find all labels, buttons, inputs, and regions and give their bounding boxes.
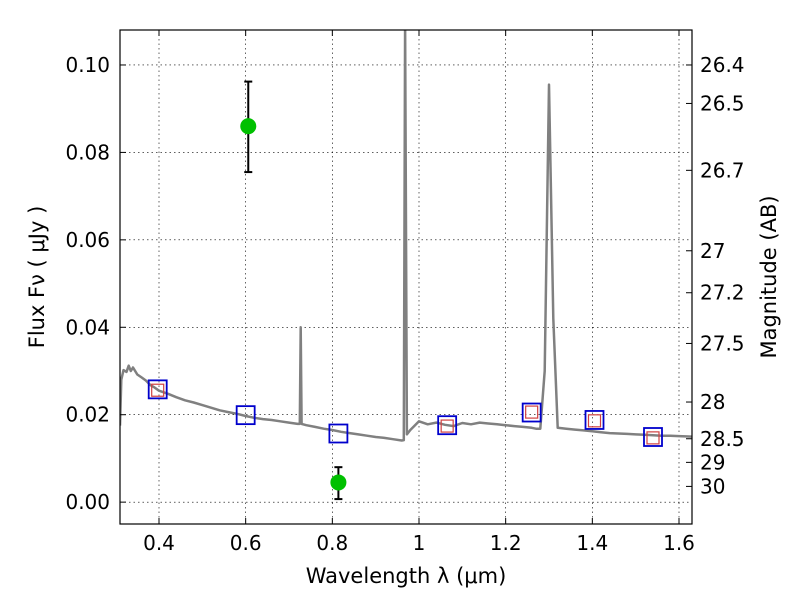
- y-tick-label: 0.02: [65, 403, 110, 427]
- x-tick-label: 1.2: [490, 531, 522, 555]
- model-photometry-square: [643, 427, 663, 447]
- mag-tick-label: 27.5: [700, 331, 745, 355]
- y-axis-title-right: Magnitude (AB): [757, 195, 781, 358]
- mag-tick-label: 28: [700, 390, 725, 414]
- model-photometry-square: [521, 402, 542, 423]
- y-axis-title-left: Flux Fν ( μJy ): [25, 206, 49, 349]
- y-tick-label: 0.00: [65, 490, 110, 514]
- observed-flux-point: [330, 474, 347, 491]
- model-photometry-square: [235, 405, 256, 426]
- mag-tick-label: 29: [700, 450, 725, 474]
- x-axis-title: Wavelength λ (μm): [306, 564, 507, 588]
- model-photometry-square: [147, 379, 168, 400]
- x-tick-label: 1.4: [576, 531, 608, 555]
- observed-inner-square: [151, 383, 165, 397]
- y-tick-label: 0.06: [65, 228, 110, 252]
- observed-inner-square: [646, 431, 660, 445]
- y-tick-label: 0.04: [65, 315, 110, 339]
- plot-frame: [119, 29, 693, 525]
- x-tick-label: 0.4: [143, 531, 175, 555]
- model-photometry-square: [584, 410, 605, 430]
- ticks-layer: 0.4 0.6 0.8 1 1.2 1.4 1.6 0.00 0.02 0.04 0.06 0.08 0…: [65, 30, 745, 555]
- mag-tick-label: 27.2: [700, 281, 745, 305]
- markers-layer: [147, 80, 663, 501]
- x-tick-label: 1: [413, 531, 426, 555]
- x-tick-label: 1.6: [663, 531, 695, 555]
- y-tick-label: 0.10: [65, 53, 110, 77]
- mag-tick-label: 26.7: [700, 158, 745, 182]
- x-tick-label: 0.6: [230, 531, 262, 555]
- observed-inner-square: [525, 405, 539, 419]
- grid-lines: [120, 30, 692, 524]
- observed-inner-square: [440, 419, 454, 433]
- mag-tick-label: 28.5: [700, 427, 745, 451]
- y-tick-label: 0.08: [65, 140, 110, 164]
- model-photometry-square: [328, 423, 349, 444]
- mag-tick-label: 26.4: [700, 53, 745, 77]
- spectrum-layer: [120, 30, 692, 442]
- spectrum-line: [120, 30, 692, 442]
- mag-tick-label: 30: [700, 474, 725, 498]
- observed-inner-square: [587, 414, 602, 428]
- mag-tick-label: 27: [700, 239, 725, 263]
- model-photometry-square: [437, 415, 458, 436]
- mag-tick-label: 26.5: [700, 91, 745, 115]
- x-tick-label: 0.8: [316, 531, 348, 555]
- observed-flux-point: [240, 118, 257, 135]
